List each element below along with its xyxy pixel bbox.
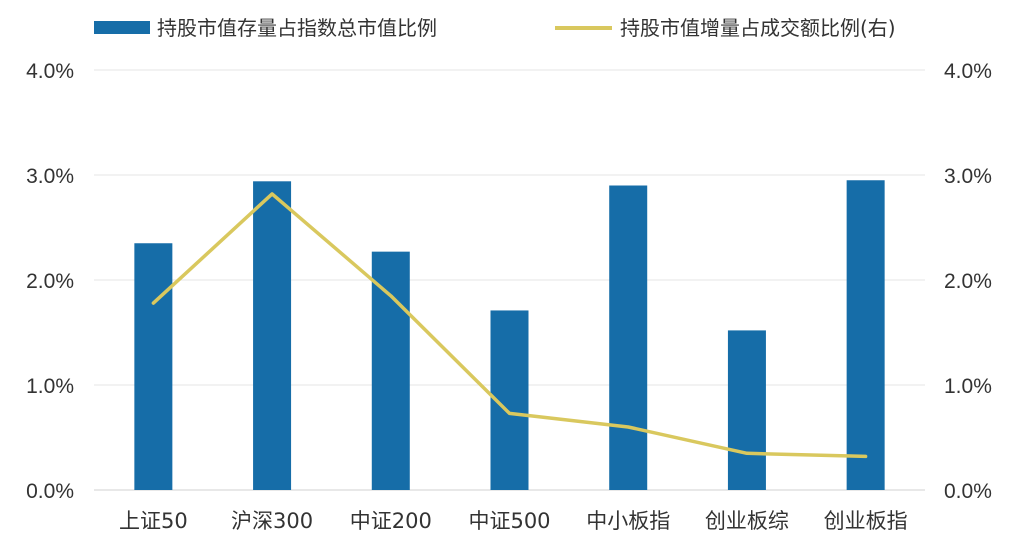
legend-bar-swatch	[94, 21, 150, 34]
left-tick-label: 4.0%	[26, 60, 74, 83]
line-point	[627, 426, 629, 428]
category-axis-labels: 上证50 沪深300 中证200 中证500 中小板指 创业板综 创业板指	[119, 509, 908, 533]
right-tick-label: 1.0%	[944, 375, 992, 398]
left-tick-label: 3.0%	[26, 165, 74, 188]
line-point	[865, 455, 867, 457]
right-tick-label: 2.0%	[944, 270, 992, 293]
bar	[253, 181, 292, 491]
line-point	[509, 412, 510, 414]
category-label: 中证500	[468, 509, 550, 533]
right-tick-label: 4.0%	[944, 60, 992, 83]
legend-bar-label: 持股市值存量占指数总市值比例	[157, 16, 437, 40]
line-point	[746, 452, 748, 454]
line-point	[390, 295, 392, 297]
category-label: 上证50	[119, 509, 188, 533]
line-point	[152, 302, 154, 304]
left-tick-label: 1.0%	[26, 375, 74, 398]
category-label: 创业板综	[705, 509, 789, 533]
bar-series	[134, 180, 885, 491]
category-label: 创业板指	[824, 509, 908, 533]
right-axis-ticks: 0.0% 1.0% 2.0% 3.0% 4.0%	[944, 60, 992, 503]
legend: 持股市值存量占指数总市值比例 持股市值增量占成交额比例(右)	[94, 16, 896, 40]
left-axis-ticks: 0.0% 1.0% 2.0% 3.0% 4.0%	[26, 60, 74, 503]
bar	[846, 180, 885, 490]
category-label: 沪深300	[231, 509, 313, 533]
left-tick-label: 2.0%	[26, 270, 74, 293]
right-tick-label: 0.0%	[944, 480, 992, 503]
bar	[134, 243, 173, 490]
bar	[727, 330, 766, 490]
category-label: 中证200	[350, 509, 432, 533]
line-series	[151, 192, 868, 459]
right-tick-label: 3.0%	[944, 165, 992, 188]
bar	[371, 251, 410, 490]
legend-line-label: 持股市值增量占成交额比例(右)	[620, 16, 896, 40]
bar	[609, 185, 648, 490]
category-label: 中小板指	[586, 509, 670, 533]
line-point	[271, 193, 273, 195]
left-tick-label: 0.0%	[26, 480, 74, 503]
